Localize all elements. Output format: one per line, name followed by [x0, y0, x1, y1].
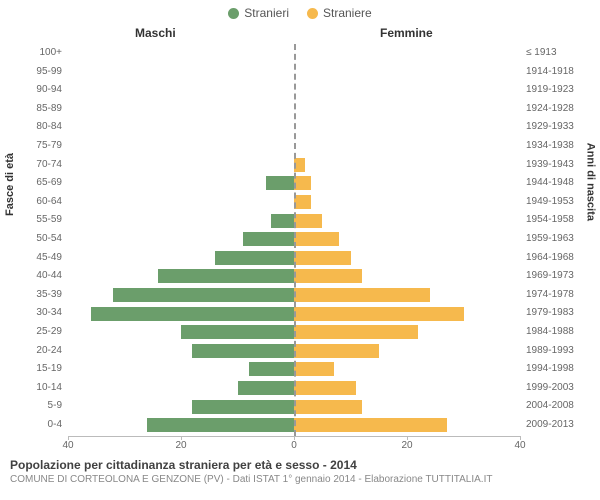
birth-label: 2004-2008: [526, 397, 574, 416]
bar-male: [271, 214, 294, 228]
chart-title: Popolazione per cittadinanza straniera p…: [10, 458, 590, 472]
age-label: 35-39: [36, 286, 62, 305]
birth-label: 1959-1963: [526, 230, 574, 249]
age-label: 75-79: [36, 137, 62, 156]
age-label: 30-34: [36, 304, 62, 323]
age-label: 60-64: [36, 193, 62, 212]
birth-label: 1984-1988: [526, 323, 574, 342]
x-tick-mark: [68, 436, 69, 440]
legend-item-male: Stranieri: [228, 6, 289, 20]
bar-female: [294, 195, 311, 209]
birth-label: 1939-1943: [526, 156, 574, 175]
birth-label: 1929-1933: [526, 118, 574, 137]
bar-female: [294, 232, 339, 246]
age-label: 5-9: [48, 397, 62, 416]
x-tick-mark: [407, 436, 408, 440]
bar-male: [91, 307, 294, 321]
age-label: 95-99: [36, 63, 62, 82]
bar-male: [192, 400, 294, 414]
bar-female: [294, 307, 464, 321]
bar-male: [158, 269, 294, 283]
birth-label: ≤ 1913: [526, 44, 557, 63]
age-label: 80-84: [36, 118, 62, 137]
birth-label: 1944-1948: [526, 174, 574, 193]
birth-label: 1934-1938: [526, 137, 574, 156]
bar-male: [266, 176, 294, 190]
y-axis-title-left: Fasce di età: [4, 153, 16, 216]
bar-female: [294, 176, 311, 190]
x-tick-mark: [181, 436, 182, 440]
birth-label: 2009-2013: [526, 416, 574, 435]
x-tick-mark: [520, 436, 521, 440]
bar-female: [294, 381, 356, 395]
birth-label: 1969-1973: [526, 267, 574, 286]
x-tick-label: 20: [175, 440, 186, 451]
age-label: 20-24: [36, 342, 62, 361]
x-tick-label: 40: [514, 440, 525, 451]
age-label: 10-14: [36, 379, 62, 398]
age-label: 100+: [39, 44, 62, 63]
chart-subtitle: COMUNE DI CORTEOLONA E GENZONE (PV) - Da…: [10, 474, 590, 485]
bar-male: [147, 418, 294, 432]
birth-label: 1919-1923: [526, 81, 574, 100]
x-tick-mark: [294, 436, 295, 440]
bar-female: [294, 269, 362, 283]
age-label: 65-69: [36, 174, 62, 193]
legend-label-female: Straniere: [323, 6, 372, 20]
bar-male: [181, 325, 294, 339]
bar-male: [215, 251, 294, 265]
age-label: 40-44: [36, 267, 62, 286]
x-tick-label: 40: [62, 440, 73, 451]
bar-female: [294, 325, 418, 339]
bar-male: [113, 288, 294, 302]
age-label: 90-94: [36, 81, 62, 100]
bar-female: [294, 288, 430, 302]
age-label: 15-19: [36, 360, 62, 379]
legend: Stranieri Straniere: [0, 0, 600, 20]
bar-male: [238, 381, 295, 395]
bar-female: [294, 362, 334, 376]
swatch-female: [307, 8, 318, 19]
age-label: 50-54: [36, 230, 62, 249]
birth-label: 1964-1968: [526, 249, 574, 268]
birth-label: 1949-1953: [526, 193, 574, 212]
x-tick-label: 20: [401, 440, 412, 451]
age-label: 45-49: [36, 249, 62, 268]
bar-male: [249, 362, 294, 376]
bar-male: [243, 232, 294, 246]
swatch-male: [228, 8, 239, 19]
x-tick-label: 0: [291, 440, 297, 451]
age-label: 0-4: [48, 416, 62, 435]
birth-label: 1994-1998: [526, 360, 574, 379]
birth-label: 1954-1958: [526, 211, 574, 230]
birth-label: 1999-2003: [526, 379, 574, 398]
birth-label: 1914-1918: [526, 63, 574, 82]
legend-item-female: Straniere: [307, 6, 372, 20]
age-label: 70-74: [36, 156, 62, 175]
birth-label: 1979-1983: [526, 304, 574, 323]
age-label: 55-59: [36, 211, 62, 230]
bar-female: [294, 214, 322, 228]
footer: Popolazione per cittadinanza straniera p…: [10, 458, 590, 485]
age-label: 85-89: [36, 100, 62, 119]
center-line: [294, 44, 296, 436]
legend-label-male: Stranieri: [244, 6, 289, 20]
birth-label: 1974-1978: [526, 286, 574, 305]
chart-area: 100+≤ 191395-991914-191890-941919-192385…: [68, 24, 520, 434]
bar-female: [294, 400, 362, 414]
bar-female: [294, 251, 351, 265]
bar-male: [192, 344, 294, 358]
birth-label: 1989-1993: [526, 342, 574, 361]
bar-female: [294, 418, 447, 432]
y-axis-title-right: Anni di nascita: [584, 143, 596, 221]
bar-female: [294, 344, 379, 358]
birth-label: 1924-1928: [526, 100, 574, 119]
age-label: 25-29: [36, 323, 62, 342]
